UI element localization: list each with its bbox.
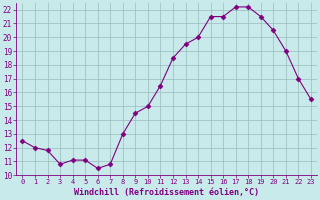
X-axis label: Windchill (Refroidissement éolien,°C): Windchill (Refroidissement éolien,°C): [74, 188, 259, 197]
